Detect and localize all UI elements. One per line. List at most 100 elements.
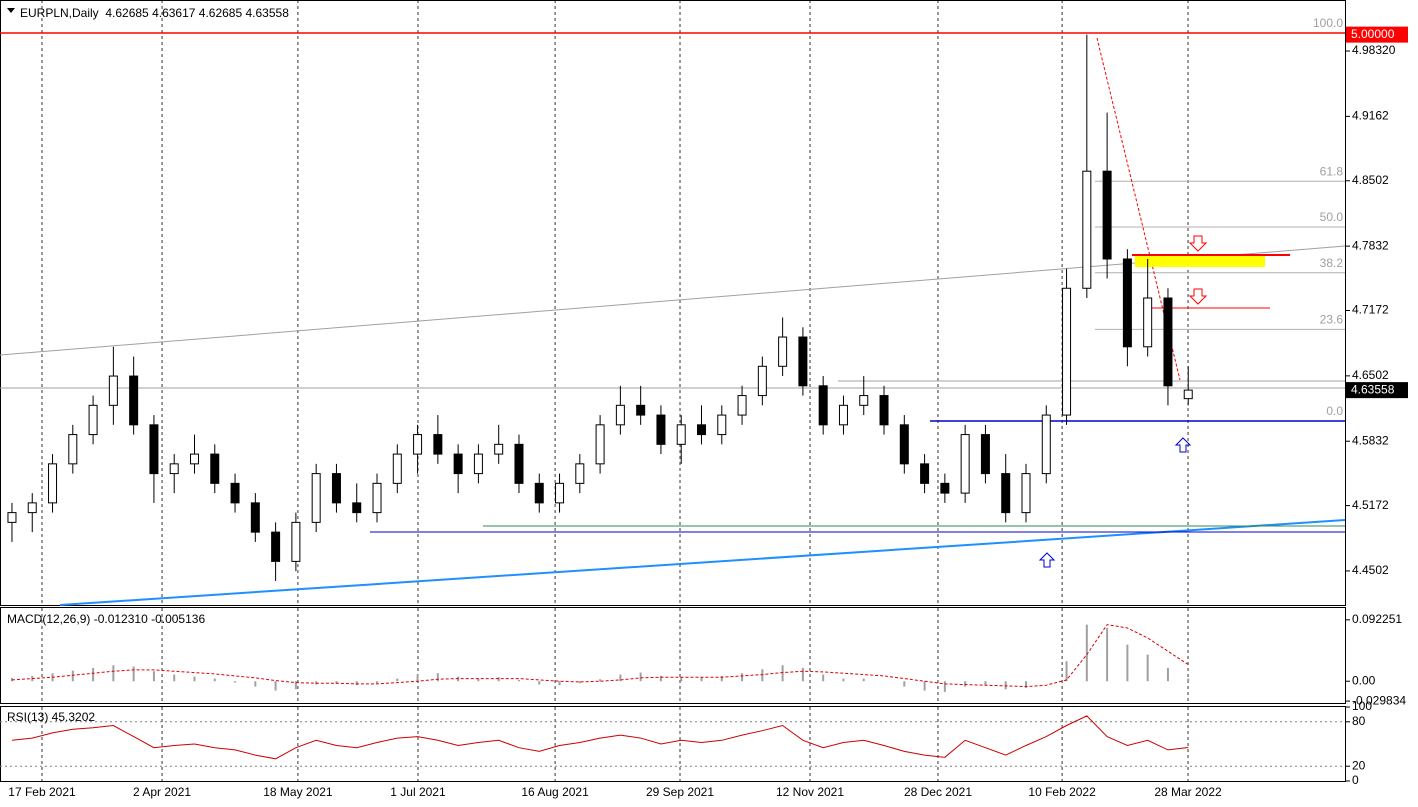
y-tick-label: 0.00 [1352,673,1376,687]
candle-body [778,336,788,367]
macd-bar [477,678,480,682]
resistance-zone [1135,255,1265,267]
x-tick-label: 28 Mar 2022 [1154,785,1222,799]
fib-label: 38.2 [1320,256,1344,270]
y-tick-label: 4.8502 [1352,173,1389,187]
candle-body [798,336,808,387]
macd-bar [132,666,135,682]
candle-body [575,463,585,484]
candle-body [920,463,930,484]
marks [7,34,1193,760]
arrow-down [1188,235,1208,252]
x-tick-label: 10 Feb 2022 [1028,785,1096,799]
macd-bar [1106,627,1109,682]
macd-bar [274,681,277,691]
candle-body [291,521,301,562]
candle-body [108,375,118,406]
candle-body [1102,170,1112,260]
candle-body [68,434,78,465]
candle-body [940,482,950,494]
candle-body [7,512,17,523]
candle-body [311,473,321,523]
candle-body [27,502,37,514]
macd-panel [0,607,1346,704]
candle-body [636,404,646,416]
level-label: 5.00000 [1351,27,1395,41]
macd-bar [680,677,683,682]
y-tick-label: 80 [1352,714,1366,728]
macd-bar [781,665,784,682]
candle-body [899,424,909,465]
x-tick-label: 12 Nov 2021 [776,785,844,799]
candle-body [555,482,565,504]
fib-label: 50.0 [1320,210,1344,224]
x-tick-label: 28 Dec 2021 [904,785,972,799]
candle-body [129,375,139,426]
x-tick-label: 16 Aug 2021 [521,785,589,799]
macd-bar [294,681,297,690]
x-tick-label: 2 Apr 2021 [133,785,191,799]
macd-bar [1126,644,1129,682]
fib-label: 61.8 [1320,164,1344,178]
macd-bar [335,681,338,684]
candle-body [534,482,544,504]
y-tick-label: 4.7172 [1352,303,1389,317]
candle-body [210,453,220,484]
y-tick-label: 20 [1352,758,1366,772]
macd-bar [538,681,541,685]
arrow-up [1038,552,1056,568]
candle-body [372,482,382,514]
candle-body [149,424,159,475]
candle-body [514,443,524,484]
macd-bar [1024,681,1027,688]
trend-line [0,245,1346,356]
x-tick-label: 17 Feb 2021 [8,785,76,799]
candle-body [392,453,402,484]
candle-body [331,473,341,504]
candle-body [656,414,666,445]
y-tick-label: 4.98320 [1352,43,1396,57]
macd-bar [659,675,662,682]
candle-body [1082,170,1092,289]
macd-bar [254,681,257,687]
candle-body [1183,389,1193,400]
macd-bar [71,670,74,682]
macd-bar [436,673,439,682]
candle-body [757,365,767,397]
signal-line [11,624,1189,688]
macd-title: MACD(12,26,9) -0.012310 -0.005136 [7,612,205,626]
y-tick-label: 0.092251 [1352,612,1402,626]
price-box [1346,382,1408,399]
candle-body [88,404,98,436]
macd-bar [801,667,804,682]
x-tick-label: 1 Jul 2021 [390,785,446,799]
macd-bar [152,671,155,682]
price-label: 4.63558 [1351,382,1395,396]
arrow-down [1188,288,1208,305]
y-tick-label: 4.4502 [1352,563,1389,577]
candle-body [1062,287,1072,416]
candle-body [615,404,625,426]
candle-body [169,463,179,475]
macd-bar [599,679,602,682]
rsi-panel [0,706,1346,782]
candle-body [1021,473,1031,514]
grid [0,0,1345,781]
macd-bar [355,681,358,686]
fib-label: 100.0 [1313,16,1343,30]
macd-bar [964,681,967,687]
rsi-title: RSI(13) 45.3202 [7,710,95,724]
trend-line [59,519,1346,606]
candle-body [859,395,869,406]
candle-body [1122,258,1132,348]
macd-bar [984,681,987,686]
y-tick-label: 100 [1352,699,1372,713]
candle-body [595,424,605,465]
macd-bar [517,679,520,682]
macd-bar [558,681,561,686]
candle-body [352,502,362,514]
macd-bar [842,678,845,682]
y-tick-label: 0 [1352,773,1359,787]
macd-bar [619,674,622,682]
